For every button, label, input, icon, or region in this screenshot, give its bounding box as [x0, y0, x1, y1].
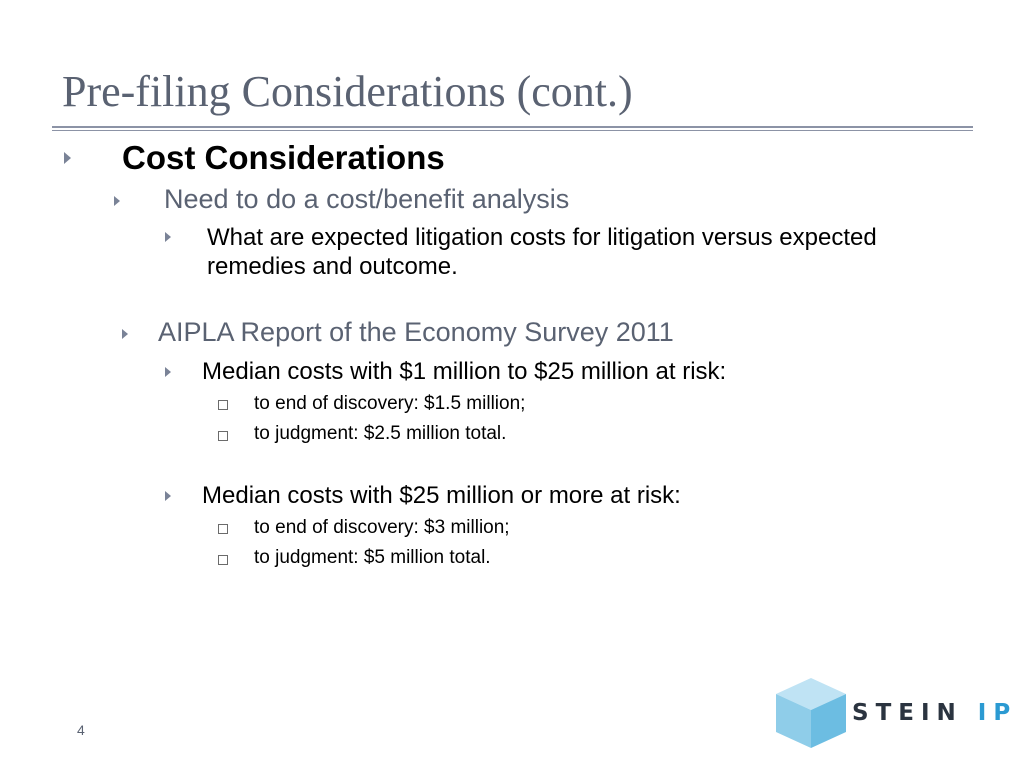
page-number: 4 [77, 722, 85, 738]
litigation-costs-line2: remedies and outcome. [207, 253, 458, 280]
slide-title: Pre-filing Considerations (cont.) [62, 67, 633, 116]
group2-item-discovery: to end of discovery: $3 million; [254, 517, 510, 538]
cube-icon [776, 678, 846, 748]
stein-ip-logo-text: STEIN IP [852, 700, 1017, 726]
bullet-arrow-icon [165, 232, 171, 242]
median-costs-group1: Median costs with $1 million to $25 mill… [202, 358, 727, 385]
cube-right-face [811, 694, 846, 748]
checkbox-bullet-icon [218, 431, 228, 441]
median-costs-group2: Median costs with $25 million or more at… [202, 482, 681, 509]
cost-considerations-heading: Cost Considerations [122, 139, 445, 176]
checkbox-bullet-icon [218, 555, 228, 565]
title-rule-top [52, 126, 973, 128]
logo-stein: STEIN [852, 700, 963, 726]
checkbox-bullet-icon [218, 400, 228, 410]
group1-item-discovery: to end of discovery: $1.5 million; [254, 393, 526, 414]
aipla-report-point: AIPLA Report of the Economy Survey 2011 [158, 317, 674, 347]
title-rule-bottom [52, 130, 973, 131]
bullet-arrow-icon [165, 491, 171, 501]
bullet-arrow-icon [64, 152, 71, 164]
litigation-costs-line1: What are expected litigation costs for l… [207, 224, 877, 251]
cube-left-face [776, 694, 811, 748]
checkbox-bullet-icon [218, 524, 228, 534]
bullet-arrow-icon [165, 367, 171, 377]
cost-benefit-point: Need to do a cost/benefit analysis [164, 184, 570, 214]
bullet-arrow-icon [122, 329, 128, 339]
group2-item-judgment: to judgment: $5 million total. [254, 547, 491, 568]
bullet-arrow-icon [114, 196, 120, 206]
logo-ip: IP [977, 700, 1018, 726]
group1-item-judgment: to judgment: $2.5 million total. [254, 423, 507, 444]
